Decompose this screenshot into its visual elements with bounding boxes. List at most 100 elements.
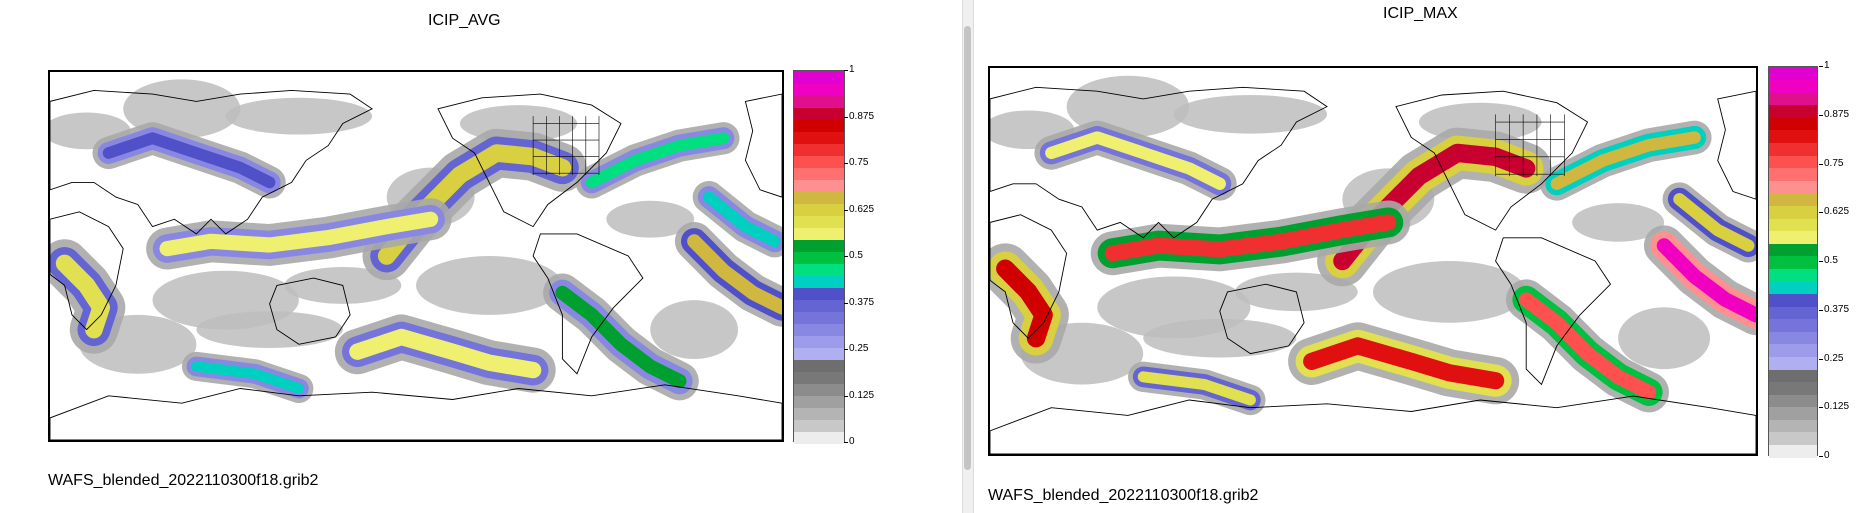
colorbar-tick-label: 0.25 [1818,352,1844,364]
colorbar-segment [1769,217,1817,232]
colorbar-segment [794,419,844,432]
colorbar-segment [1769,343,1817,357]
colorbar [1768,66,1818,458]
plot-title: ICIP_MAX [1383,5,1458,22]
colorbar-segment [794,95,844,108]
world-map-icip-avg [50,72,782,440]
colorbar-segment [1769,155,1817,169]
icing-band-core [1137,371,1256,406]
colorbar-segment [794,395,844,408]
icing-area [225,97,373,135]
us-state-borders [532,116,600,176]
coastlines [50,89,782,440]
colorbar-segment [794,323,844,336]
coastline [1717,90,1756,200]
colorbar-segment [794,263,844,276]
colorbar-tick-label: 0.75 [843,157,869,168]
colorbar-segment [1769,356,1817,370]
icing-band-core [687,234,782,315]
colorbar [793,70,845,444]
colorbar-segment [794,179,844,192]
colorbar-segment [1769,180,1817,194]
colorbar-tick-label: 0.5 [1819,255,1838,266]
colorbar-tick-label: 0 [1819,450,1830,461]
colorbar-segment [1769,192,1817,206]
right-plot-panel: ICIP_MAX 1 0.875 0.75 0.625 0.5 0.375 0.25 0.12… [974,0,1864,513]
colorbar-tick-label: 0.375 [1818,303,1850,315]
colorbar-segment [1769,419,1817,433]
icing-bands [990,120,1756,416]
scrollbar-thumb[interactable] [964,26,971,470]
colorbar-segment [794,107,844,120]
colorbar-segment [794,287,844,300]
colorbar-segment [794,383,844,396]
colorbar-segment [1769,406,1817,420]
icing-band-core [555,285,687,389]
icing-band-core [349,328,542,379]
colorbar-segment [794,131,844,144]
icing-band-core [1303,337,1505,390]
colorbar-segment [1769,394,1817,408]
colorbar-segment [1769,318,1817,332]
colorbar-segment [1769,331,1817,345]
icing-area [606,200,695,238]
colorbar-segment [794,359,844,372]
colorbar-tick-label: 0.75 [1818,157,1844,169]
icing-band-core [1045,131,1226,190]
colorbar-segment [1769,431,1817,445]
colorbar-tick-label: 0.875 [843,110,875,122]
colorbar-tick-label: 0.625 [843,203,875,215]
coastline [50,384,782,440]
colorbar-segment [794,407,844,420]
colorbar-tick-label: 0.125 [1818,401,1850,413]
world-map-icip-max [990,68,1756,454]
colorbar-tick-label: 1 [844,64,855,75]
icing-band-core [191,361,305,394]
coastline [269,277,351,345]
coastline [437,93,622,228]
colorbar-segment [1769,243,1817,257]
colorbar-tick-label: 0.125 [843,389,875,401]
colorbar-segment [1769,280,1817,295]
icing-band-core [702,191,781,248]
colorbar-segment [1769,205,1817,219]
colorbar-segment [794,347,844,360]
icing-area [1572,203,1665,242]
coastlines [990,86,1756,454]
colorbar-segment [1769,104,1817,118]
coastline [532,233,644,375]
colorbar-segment [794,203,844,216]
icing-area [650,300,739,360]
plot-title: ICIP_AVG [428,12,501,29]
colorbar-segment [794,335,844,348]
icing-band-core [159,211,439,257]
icing-band-core [102,132,276,189]
icing-area [416,256,563,315]
colorbar-segment [1769,293,1817,307]
coastline [50,89,373,235]
icing-band-core [1550,131,1701,190]
colorbar-segment [794,71,844,84]
colorbar-segment [794,155,844,168]
colorbar-tick-label: 0 [844,436,855,447]
colorbar-segment [794,275,844,288]
colorbar-segment [1769,268,1817,282]
colorbar-tick-label: 0.5 [844,250,863,261]
colorbar-segment [794,251,844,264]
coastline [50,211,124,331]
colorbar-segment [1769,255,1817,269]
map-plot [988,66,1758,456]
colorbar-segment [794,83,844,96]
icing-band-core [1673,193,1755,252]
colorbar-tick-label: 0.375 [843,296,875,308]
coastline [1219,283,1305,355]
map-plot [48,70,784,442]
colorbar-segment [794,299,844,312]
colorbar-segment [1769,230,1817,244]
icing-area [152,270,299,330]
colorbar-tick-label: 0.875 [1818,108,1850,120]
colorbar-segment [1769,67,1817,81]
coastline [1495,237,1612,386]
icing-area [1618,307,1711,370]
coastline [744,93,782,198]
